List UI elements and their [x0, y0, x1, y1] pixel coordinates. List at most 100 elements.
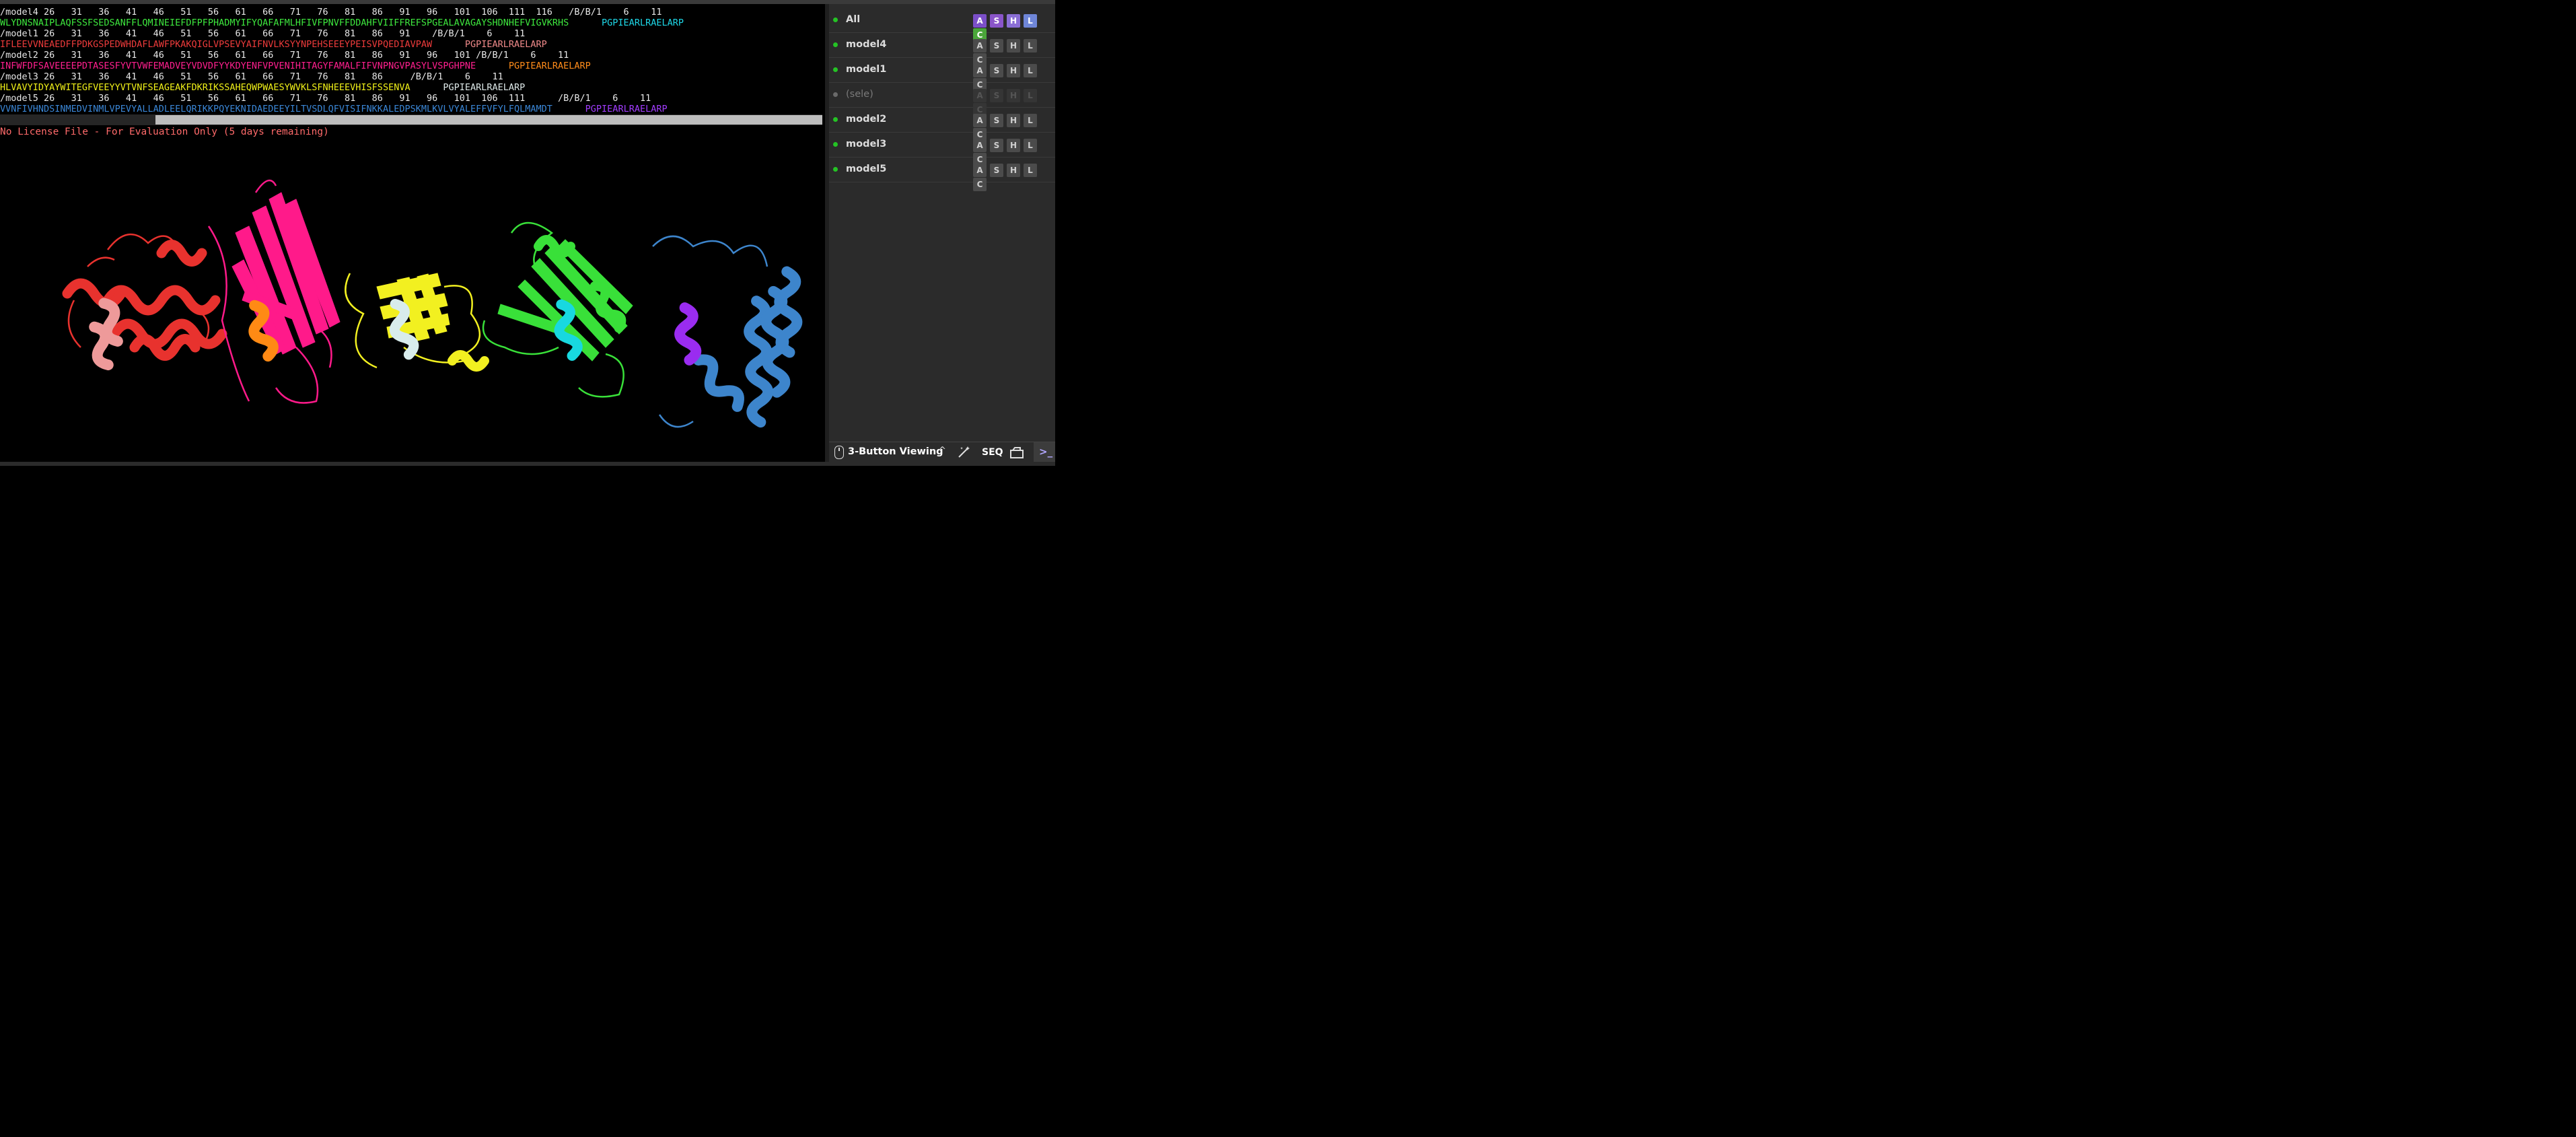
object-name[interactable]: model3: [846, 139, 887, 149]
hide-menu-button[interactable]: H: [1007, 164, 1020, 177]
sequence-scrollbar[interactable]: [0, 114, 822, 125]
ashlc-button-group: A S H L C: [973, 138, 1055, 166]
show-menu-button[interactable]: S: [990, 64, 1003, 77]
magic-wand-icon[interactable]: [956, 444, 972, 460]
sequence-residues[interactable]: HLVAVYIDYAYWITEGFVEEYYVTVNFSEAGEAKFDKRIK…: [0, 82, 443, 93]
sequence-header-line[interactable]: /model4 26 31 36 41 46 51 56 61 66 71 76…: [0, 7, 825, 18]
object-row-model1[interactable]: model1 A S H L C: [829, 57, 1055, 92]
sequence-residue-line[interactable]: HLVAVYIDYAYWITEGFVEEYYVTVNFSEAGEAKFDKRIK…: [0, 82, 825, 93]
sequence-residues[interactable]: PGPIEARLRAELARP: [602, 18, 684, 28]
sequence-residues[interactable]: PGPIEARLRAELARP: [585, 104, 668, 114]
color-menu-button[interactable]: C: [973, 28, 987, 42]
camera-icon[interactable]: [1009, 444, 1025, 460]
footer-strip: [0, 462, 1055, 466]
visibility-dot-icon[interactable]: [833, 92, 838, 97]
seq-toggle-button[interactable]: SEQ: [982, 447, 1003, 458]
model4-structure[interactable]: [482, 221, 633, 398]
show-menu-button[interactable]: S: [990, 14, 1003, 28]
sequence-residues[interactable]: VVNFIVHNDSINMEDVINMLVPEVYALLADLEELQRIKKP…: [0, 104, 585, 114]
sequence-residues[interactable]: IFLEEVVNEAEDFFPDKGSPEDWHDAFLAWFPKAKQIGLV…: [0, 39, 465, 50]
chevron-up-icon[interactable]: ^: [939, 446, 946, 456]
molecular-viewer[interactable]: /model4 26 31 36 41 46 51 56 61 66 71 76…: [0, 4, 825, 462]
show-menu-button[interactable]: S: [990, 139, 1003, 152]
visibility-dot-icon[interactable]: [833, 42, 838, 47]
structure-render-canvas[interactable]: [0, 132, 825, 448]
action-menu-button[interactable]: A: [973, 139, 987, 152]
sequence-header-line[interactable]: /model2 26 31 36 41 46 51 56 61 66 71 76…: [0, 50, 825, 61]
label-menu-button[interactable]: L: [1024, 164, 1037, 177]
color-menu-button[interactable]: C: [973, 53, 987, 67]
object-row-sele[interactable]: (sele) A S H L C: [829, 82, 1055, 116]
action-menu-button[interactable]: A: [973, 14, 987, 28]
label-menu-button[interactable]: L: [1024, 89, 1037, 102]
show-menu-button[interactable]: S: [990, 39, 1003, 53]
label-menu-button[interactable]: L: [1024, 39, 1037, 53]
model5-structure[interactable]: [652, 235, 803, 428]
visibility-dot-icon[interactable]: [833, 67, 838, 72]
object-name[interactable]: model2: [846, 114, 887, 125]
show-menu-button[interactable]: S: [990, 114, 1003, 127]
label-menu-button[interactable]: L: [1024, 14, 1037, 28]
visibility-dot-icon[interactable]: [833, 117, 838, 122]
object-row-model5[interactable]: model5 A S H L C: [829, 157, 1055, 191]
color-menu-button[interactable]: C: [973, 78, 987, 92]
color-menu-button[interactable]: C: [973, 178, 987, 191]
sequence-header-line[interactable]: /model3 26 31 36 41 46 51 56 61 66 71 76…: [0, 71, 825, 82]
object-row-model4[interactable]: model4 A S H L C: [829, 32, 1055, 67]
color-menu-button[interactable]: C: [973, 153, 987, 166]
object-row-All[interactable]: All A S H L C: [829, 7, 1055, 42]
action-menu-button[interactable]: A: [973, 39, 987, 53]
mouse-mode-button[interactable]: 3-Button Viewing: [833, 444, 946, 460]
mouse-icon: [834, 446, 844, 459]
sequence-residue-line[interactable]: VVNFIVHNDSINMEDVINMLVPEVYALLADLEELQRIKKP…: [0, 104, 825, 114]
sequence-residue-line[interactable]: WLYDNSNAIPLAQFSSFSEDSANFFLQMINEIEFDFPFPH…: [0, 18, 825, 28]
visibility-dot-icon[interactable]: [833, 142, 838, 147]
label-menu-button[interactable]: L: [1024, 114, 1037, 127]
sequence-header-line[interactable]: /model5 26 31 36 41 46 51 56 61 66 71 76…: [0, 93, 825, 104]
hide-menu-button[interactable]: H: [1007, 39, 1020, 53]
sequence-residues[interactable]: PGPIEARLRAELARP: [464, 39, 547, 50]
action-menu-button[interactable]: A: [973, 114, 987, 127]
show-menu-button[interactable]: S: [990, 89, 1003, 102]
terminal-icon: >_: [1039, 446, 1053, 458]
visibility-dot-icon[interactable]: [833, 18, 838, 22]
action-menu-button[interactable]: A: [973, 89, 987, 102]
hide-menu-button[interactable]: H: [1007, 89, 1020, 102]
object-panel: All A S H LC model4 A S H LC model1 A S H LC (sele) A S H L…: [829, 4, 1055, 442]
object-name[interactable]: (sele): [846, 89, 873, 100]
show-menu-button[interactable]: S: [990, 164, 1003, 177]
object-name[interactable]: model1: [846, 64, 887, 75]
object-name[interactable]: model4: [846, 39, 887, 50]
sequence-viewer[interactable]: /model4 26 31 36 41 46 51 56 61 66 71 76…: [0, 7, 825, 114]
panel-divider[interactable]: [825, 4, 829, 462]
sequence-residues[interactable]: INFWFDFSAVEEEEPDTASESFYVTVWFEMADVEYVDVDF…: [0, 61, 509, 71]
command-line-button[interactable]: >_: [1034, 442, 1055, 462]
color-menu-button[interactable]: C: [973, 103, 987, 116]
sequence-residues[interactable]: PGPIEARLRAELARP: [443, 82, 526, 93]
hide-menu-button[interactable]: H: [1007, 139, 1020, 152]
label-menu-button[interactable]: L: [1024, 139, 1037, 152]
model2-structure[interactable]: [207, 179, 341, 404]
hide-menu-button[interactable]: H: [1007, 64, 1020, 77]
hide-menu-button[interactable]: H: [1007, 114, 1020, 127]
sequence-header-line[interactable]: /model1 26 31 36 41 46 51 56 61 66 71 76…: [0, 28, 825, 39]
model3-structure[interactable]: [345, 273, 489, 372]
color-menu-button[interactable]: C: [973, 128, 987, 141]
sequence-residue-line[interactable]: IFLEEVVNEAEDFFPDKGSPEDWHDAFLAWFPKAKQIGLV…: [0, 39, 825, 50]
model1-structure[interactable]: [62, 233, 227, 371]
object-name[interactable]: model5: [846, 164, 887, 174]
label-menu-button[interactable]: L: [1024, 64, 1037, 77]
sequence-header-text: /model3 26 31 36 41 46 51 56 61 66 71 76…: [0, 71, 503, 82]
sequence-residues[interactable]: WLYDNSNAIPLAQFSSFSEDSANFFLQMINEIEFDFPFPH…: [0, 18, 602, 28]
hide-menu-button[interactable]: H: [1007, 14, 1020, 28]
sequence-scrollbar-thumb[interactable]: [155, 115, 822, 125]
visibility-dot-icon[interactable]: [833, 167, 838, 172]
action-menu-button[interactable]: A: [973, 64, 987, 77]
ashlc-button-group: A S H L C: [973, 13, 1055, 42]
object-row-model3[interactable]: model3 A S H L C: [829, 132, 1055, 166]
action-menu-button[interactable]: A: [973, 164, 987, 177]
object-name[interactable]: All: [846, 14, 861, 25]
sequence-residue-line[interactable]: INFWFDFSAVEEEEPDTASESFYVTVWFEMADVEYVDVDF…: [0, 61, 825, 71]
object-row-model2[interactable]: model2 A S H L C: [829, 107, 1055, 141]
sequence-residues[interactable]: PGPIEARLRAELARP: [508, 61, 591, 71]
